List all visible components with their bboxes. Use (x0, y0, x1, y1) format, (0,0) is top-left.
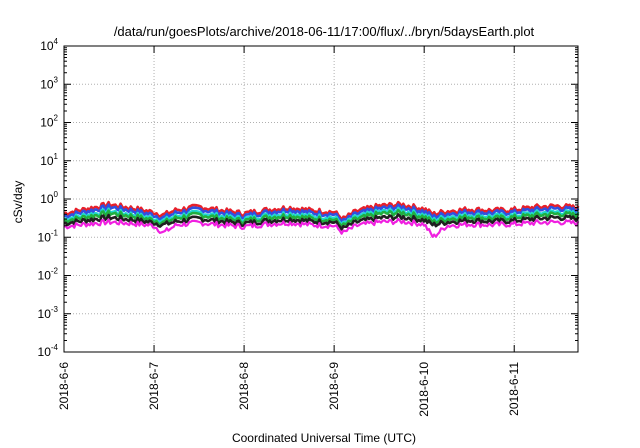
grid (64, 46, 578, 352)
x-axis-ticks: 2018-6-6 2018-6-7 2018-6-8 2018-6-9 2018-6-1… (57, 46, 521, 417)
series-layer (63, 200, 580, 238)
x-tick-label: 2018-6-9 (327, 362, 341, 410)
y-tick-label: 101 (40, 152, 58, 168)
series-line (63, 217, 580, 238)
series-line (63, 213, 580, 231)
y-axis-ticks: 10-4 10-3 10-2 10-1 100 101 102 103 104 (38, 37, 578, 359)
x-tick-label: 2018-6-7 (147, 362, 161, 410)
x-tick-label: 2018-6-10 (417, 362, 431, 417)
chart-title: /data/run/goesPlots/archive/2018-06-11/1… (114, 24, 535, 39)
y-tick-label: 104 (40, 37, 58, 53)
y-axis-label: cSv/day (11, 181, 25, 224)
y-tick-label: 102 (40, 114, 58, 130)
y-tick-label: 10-2 (38, 267, 59, 283)
x-tick-label: 2018-6-8 (237, 362, 251, 410)
y-tick-label: 103 (40, 75, 58, 91)
x-axis-label: Coordinated Universal Time (UTC) (232, 431, 416, 445)
y-tick-label: 10-4 (38, 343, 59, 359)
x-tick-label: 2018-6-11 (507, 362, 521, 416)
y-tick-label: 10-3 (38, 305, 59, 321)
y-tick-label: 10-1 (38, 228, 59, 244)
plot-frame (63, 45, 579, 353)
x-tick-label: 2018-6-6 (57, 362, 71, 410)
y-tick-label: 100 (40, 190, 58, 206)
